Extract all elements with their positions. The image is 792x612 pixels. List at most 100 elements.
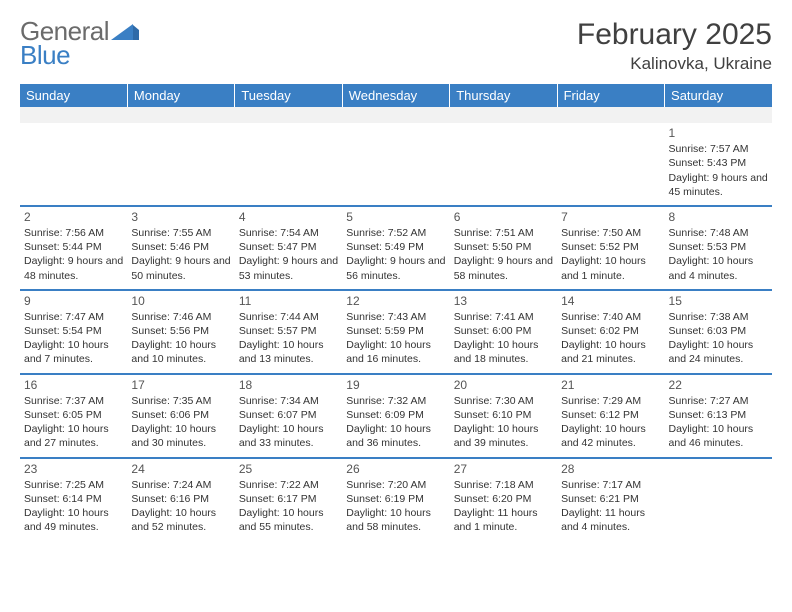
calendar-week-row: 23Sunrise: 7:25 AMSunset: 6:14 PMDayligh… <box>20 458 772 541</box>
day-number: 6 <box>454 209 553 225</box>
sunrise-text: Sunrise: 7:25 AM <box>24 478 123 492</box>
location-label: Kalinovka, Ukraine <box>577 54 772 74</box>
calendar-week-row: 2Sunrise: 7:56 AMSunset: 5:44 PMDaylight… <box>20 206 772 290</box>
calendar-day-cell <box>235 123 342 206</box>
calendar-day-cell: 10Sunrise: 7:46 AMSunset: 5:56 PMDayligh… <box>127 290 234 374</box>
daylight-text: Daylight: 10 hours and 18 minutes. <box>454 338 553 366</box>
calendar-day-cell: 14Sunrise: 7:40 AMSunset: 6:02 PMDayligh… <box>557 290 664 374</box>
calendar-day-cell: 13Sunrise: 7:41 AMSunset: 6:00 PMDayligh… <box>450 290 557 374</box>
sunset-text: Sunset: 5:43 PM <box>669 156 768 170</box>
daylight-text: Daylight: 10 hours and 27 minutes. <box>24 422 123 450</box>
calendar-day-cell: 15Sunrise: 7:38 AMSunset: 6:03 PMDayligh… <box>665 290 772 374</box>
sunrise-text: Sunrise: 7:51 AM <box>454 226 553 240</box>
day-number: 15 <box>669 293 768 309</box>
sunset-text: Sunset: 6:20 PM <box>454 492 553 506</box>
empty-cell <box>127 107 234 123</box>
sunrise-text: Sunrise: 7:18 AM <box>454 478 553 492</box>
daylight-text: Daylight: 9 hours and 48 minutes. <box>24 254 123 282</box>
calendar-day-cell <box>557 123 664 206</box>
day-number: 24 <box>131 461 230 477</box>
empty-cell <box>235 107 342 123</box>
day-number: 4 <box>239 209 338 225</box>
daylight-text: Daylight: 11 hours and 4 minutes. <box>561 506 660 534</box>
sunrise-text: Sunrise: 7:52 AM <box>346 226 445 240</box>
col-thursday: Thursday <box>450 84 557 107</box>
sunrise-text: Sunrise: 7:38 AM <box>669 310 768 324</box>
calendar-day-cell <box>450 123 557 206</box>
col-saturday: Saturday <box>665 84 772 107</box>
calendar-day-cell <box>342 123 449 206</box>
sunrise-text: Sunrise: 7:27 AM <box>669 394 768 408</box>
sunset-text: Sunset: 6:13 PM <box>669 408 768 422</box>
empty-cell <box>342 107 449 123</box>
daylight-text: Daylight: 10 hours and 46 minutes. <box>669 422 768 450</box>
sunset-text: Sunset: 6:21 PM <box>561 492 660 506</box>
daylight-text: Daylight: 10 hours and 58 minutes. <box>346 506 445 534</box>
empty-cell <box>450 107 557 123</box>
sunrise-text: Sunrise: 7:41 AM <box>454 310 553 324</box>
sunset-text: Sunset: 5:54 PM <box>24 324 123 338</box>
calendar-week-row: 9Sunrise: 7:47 AMSunset: 5:54 PM Daylight… <box>20 290 772 374</box>
day-number: 17 <box>131 377 230 393</box>
day-number: 16 <box>24 377 123 393</box>
calendar-day-cell: 9Sunrise: 7:47 AMSunset: 5:54 PMDaylight… <box>20 290 127 374</box>
sunrise-text: Sunrise: 7:20 AM <box>346 478 445 492</box>
sunset-text: Sunset: 5:52 PM <box>561 240 660 254</box>
calendar-day-cell: 8Sunrise: 7:48 AMSunset: 5:53 PMDaylight… <box>665 206 772 290</box>
day-number: 9 <box>24 293 123 309</box>
empty-cell <box>665 107 772 123</box>
sunrise-text: Sunrise: 7:29 AM <box>561 394 660 408</box>
logo-word-blue: Blue <box>20 42 139 68</box>
day-number: 27 <box>454 461 553 477</box>
sunset-text: Sunset: 6:16 PM <box>131 492 230 506</box>
daylight-text: Daylight: 9 hours and 45 minutes. <box>669 171 768 199</box>
daylight-text: Daylight: 10 hours and 4 minutes. <box>669 254 768 282</box>
day-number: 12 <box>346 293 445 309</box>
calendar-day-cell: 7Sunrise: 7:50 AMSunset: 5:52 PMDaylight… <box>557 206 664 290</box>
calendar-day-cell: 11Sunrise: 7:44 AMSunset: 5:57 PMDayligh… <box>235 290 342 374</box>
sunrise-text: Sunrise: 7:57 AM <box>669 142 768 156</box>
day-number: 1 <box>669 125 768 141</box>
sunset-text: Sunset: 6:07 PM <box>239 408 338 422</box>
title-block: February 2025 Kalinovka, Ukraine <box>577 18 772 74</box>
daylight-text: Daylight: 9 hours and 58 minutes. <box>454 254 553 282</box>
logo: General Blue <box>20 18 139 68</box>
sunrise-text: Sunrise: 7:54 AM <box>239 226 338 240</box>
sunset-text: Sunset: 6:19 PM <box>346 492 445 506</box>
day-number: 8 <box>669 209 768 225</box>
calendar-day-cell <box>127 123 234 206</box>
calendar-empty-strip <box>20 107 772 123</box>
sunrise-text: Sunrise: 7:48 AM <box>669 226 768 240</box>
calendar-day-cell: 27Sunrise: 7:18 AMSunset: 6:20 PMDayligh… <box>450 458 557 541</box>
calendar-day-cell: 3Sunrise: 7:55 AMSunset: 5:46 PMDaylight… <box>127 206 234 290</box>
daylight-text: Daylight: 10 hours and 30 minutes. <box>131 422 230 450</box>
sunset-text: Sunset: 5:57 PM <box>239 324 338 338</box>
sunrise-text: Sunrise: 7:34 AM <box>239 394 338 408</box>
day-number: 10 <box>131 293 230 309</box>
sunset-text: Sunset: 6:00 PM <box>454 324 553 338</box>
calendar-day-cell: 6Sunrise: 7:51 AMSunset: 5:50 PMDaylight… <box>450 206 557 290</box>
daylight-text: Daylight: 10 hours and 24 minutes. <box>669 338 768 366</box>
day-number: 22 <box>669 377 768 393</box>
sunrise-text: Sunrise: 7:35 AM <box>131 394 230 408</box>
day-number: 13 <box>454 293 553 309</box>
sunset-text: Sunset: 6:02 PM <box>561 324 660 338</box>
calendar-header-row: Sunday Monday Tuesday Wednesday Thursday… <box>20 84 772 107</box>
day-number: 21 <box>561 377 660 393</box>
daylight-text: Daylight: 10 hours and 36 minutes. <box>346 422 445 450</box>
sunrise-text: Sunrise: 7:47 AM <box>24 310 123 324</box>
day-number: 20 <box>454 377 553 393</box>
col-sunday: Sunday <box>20 84 127 107</box>
sunset-text: Sunset: 6:09 PM <box>346 408 445 422</box>
calendar-day-cell: 2Sunrise: 7:56 AMSunset: 5:44 PMDaylight… <box>20 206 127 290</box>
sunset-text: Sunset: 5:56 PM <box>131 324 230 338</box>
col-tuesday: Tuesday <box>235 84 342 107</box>
daylight-text: Daylight: 9 hours and 56 minutes. <box>346 254 445 282</box>
daylight-text: Daylight: 10 hours and 39 minutes. <box>454 422 553 450</box>
sunset-text: Sunset: 5:59 PM <box>346 324 445 338</box>
sunrise-text: Sunrise: 7:50 AM <box>561 226 660 240</box>
calendar-day-cell: 1Sunrise: 7:57 AMSunset: 5:43 PMDaylight… <box>665 123 772 206</box>
calendar-day-cell: 23Sunrise: 7:25 AMSunset: 6:14 PMDayligh… <box>20 458 127 541</box>
daylight-text: Daylight: 10 hours and 55 minutes. <box>239 506 338 534</box>
calendar-day-cell: 22Sunrise: 7:27 AMSunset: 6:13 PMDayligh… <box>665 374 772 458</box>
